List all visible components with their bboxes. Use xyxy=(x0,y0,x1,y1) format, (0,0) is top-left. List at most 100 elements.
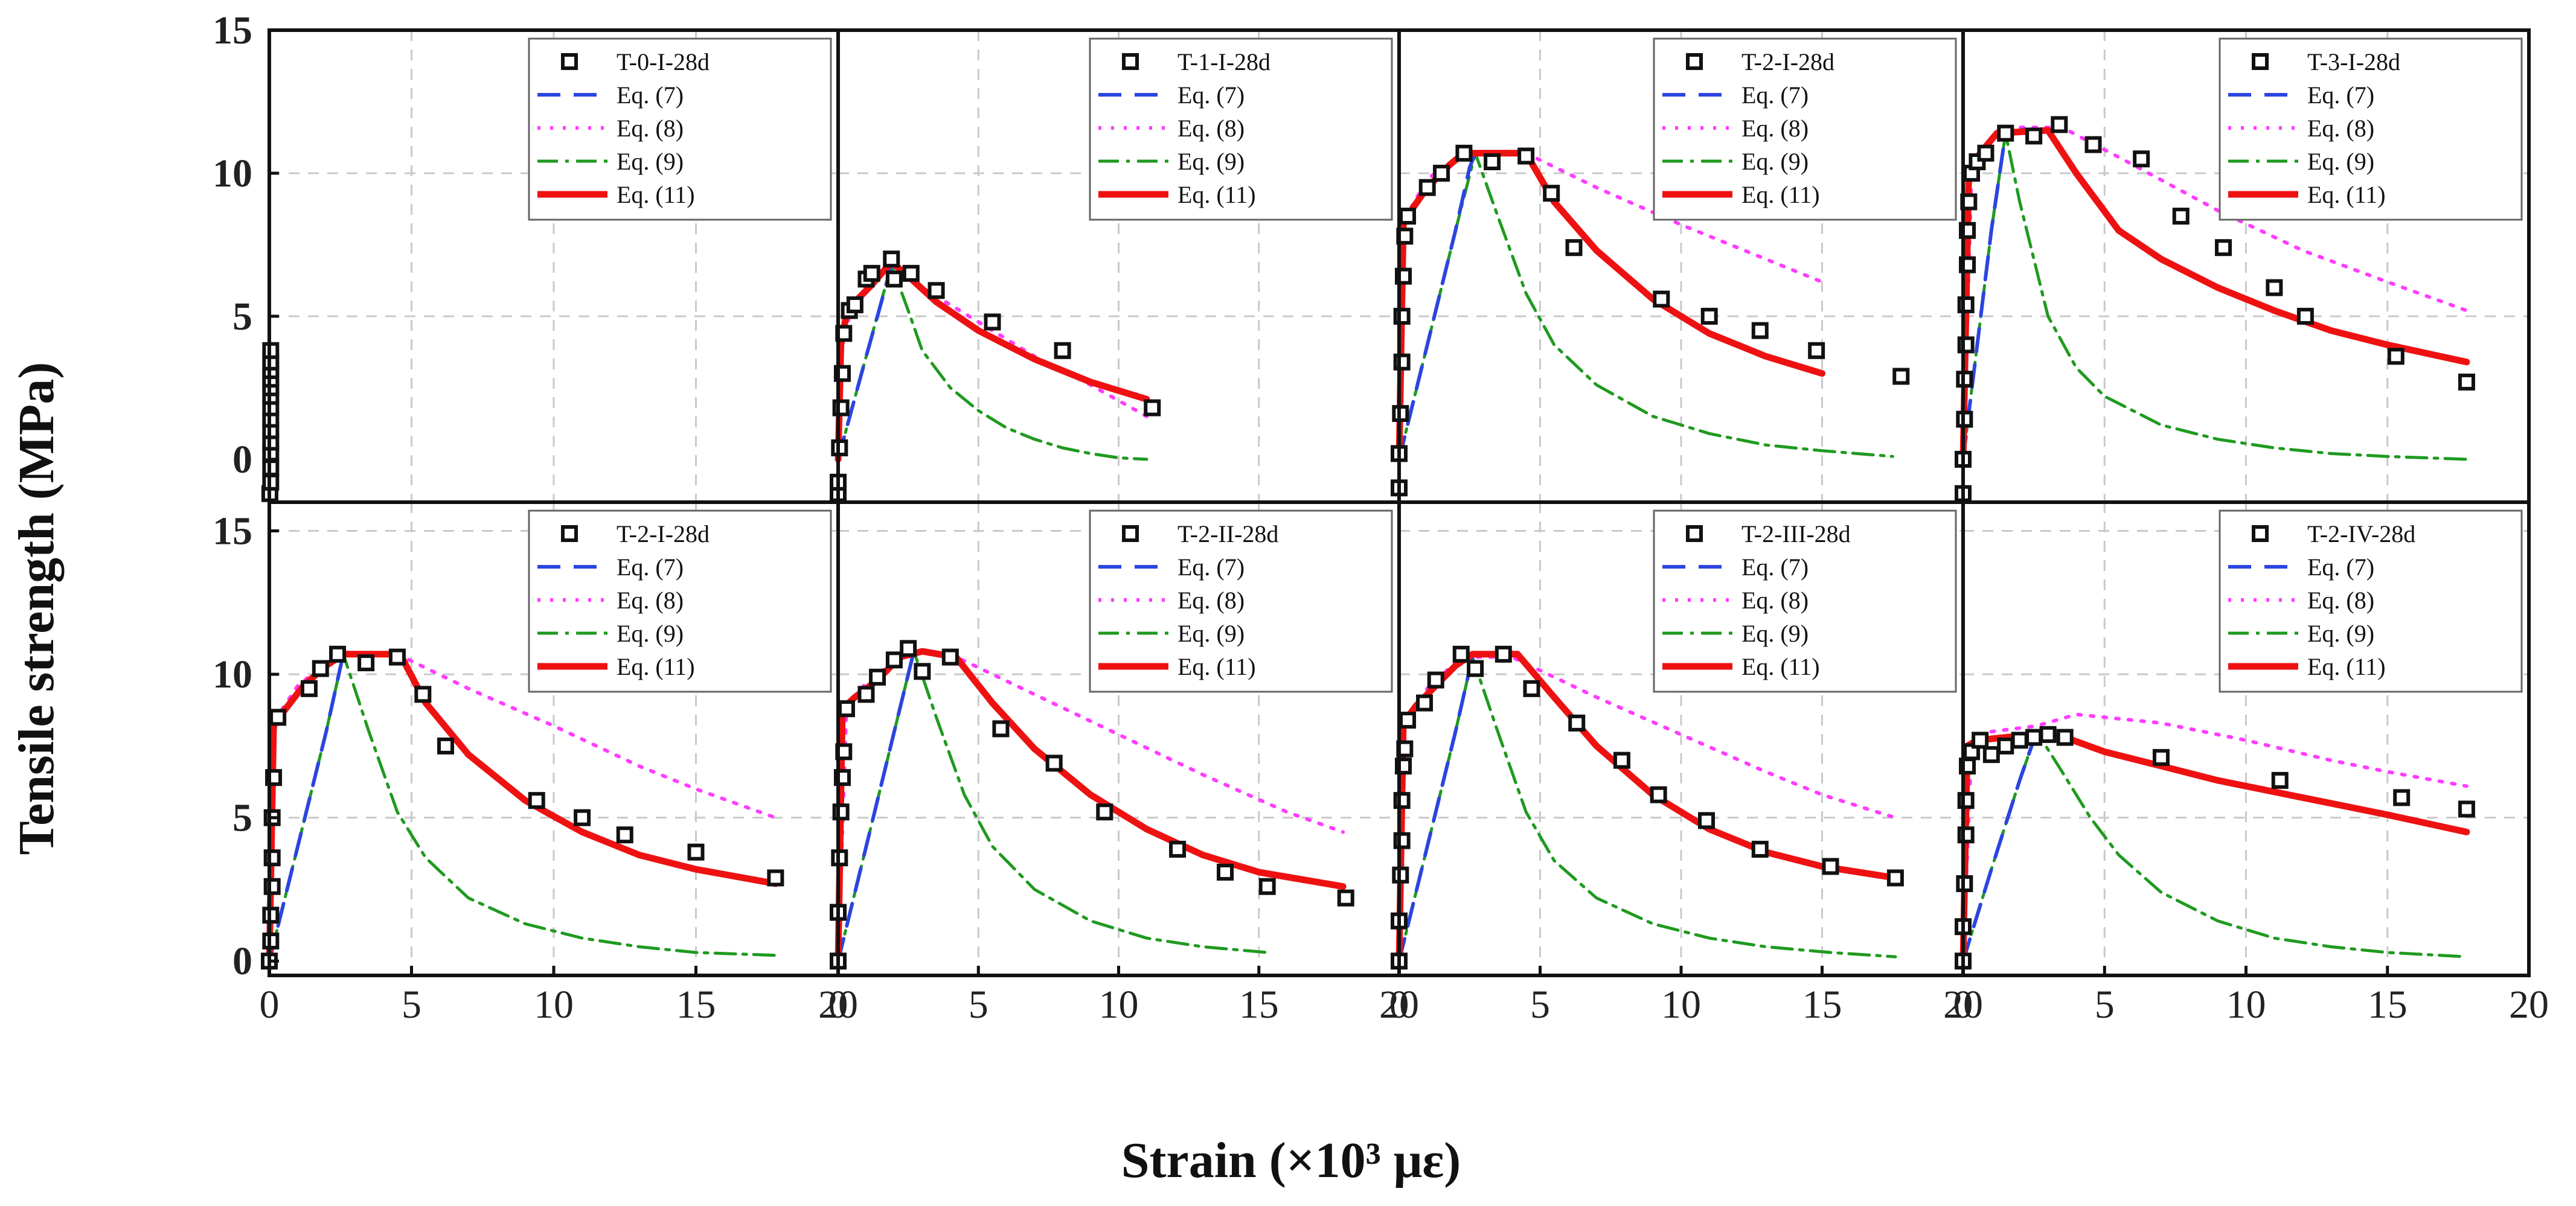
y-tick-label: 0 xyxy=(232,438,252,482)
data-point xyxy=(767,869,784,887)
legend-box xyxy=(1653,37,1957,221)
data-point xyxy=(2056,729,2074,746)
data-point xyxy=(2011,732,2028,749)
data-point xyxy=(329,645,347,663)
legend-label: Eq. (9) xyxy=(1177,620,1245,647)
data-point xyxy=(832,803,850,821)
legend-label: Eq. (8) xyxy=(617,587,684,614)
data-point xyxy=(312,660,329,677)
data-point xyxy=(2039,726,2057,743)
eq11-curve xyxy=(266,651,779,965)
eq7-curve xyxy=(1397,151,1478,461)
legend-label: Eq. (7) xyxy=(1741,81,1809,109)
data-point xyxy=(1997,124,2014,142)
legend-label: Eq. (7) xyxy=(617,554,684,581)
legend-label: Eq. (9) xyxy=(1741,620,1809,647)
data-point xyxy=(1169,840,1187,858)
data-point xyxy=(2215,239,2232,257)
data-point xyxy=(1217,863,1234,881)
legend: T-2-III-28d Eq. (7) Eq. (8) Eq. (9) Eq. (11) xyxy=(1653,509,1957,693)
x-tick-label: 20 xyxy=(2509,983,2549,1027)
data-point xyxy=(1452,645,1470,663)
y-tick-label: 15 xyxy=(213,509,252,554)
data-point xyxy=(1258,878,1276,895)
x-tick-label: 15 xyxy=(1239,983,1279,1027)
eq8-curve xyxy=(836,649,1345,963)
eq7-curve xyxy=(1961,730,2039,963)
x-tick-label: 20 xyxy=(818,983,858,1027)
y-tick-label: 5 xyxy=(232,295,252,339)
legend-label: T-2-IV-28d xyxy=(2307,520,2415,547)
data-point xyxy=(832,399,850,416)
data-point xyxy=(1393,792,1411,809)
data-point xyxy=(1565,239,1583,257)
data-point xyxy=(1427,671,1444,689)
data-point xyxy=(1977,144,1994,162)
legend-box xyxy=(2219,37,2523,221)
data-point xyxy=(1495,645,1512,663)
data-point xyxy=(1054,342,1071,359)
legend-box xyxy=(1653,509,1957,693)
x-tick-label: 5 xyxy=(2095,983,2115,1027)
data-point xyxy=(1957,336,1975,354)
eq9-curve xyxy=(268,652,777,963)
legend-box xyxy=(2219,509,2523,693)
eq11-curve xyxy=(1959,731,2470,965)
legend-label: T-2-I-28d xyxy=(1741,48,1834,75)
data-point xyxy=(857,686,875,703)
data-point xyxy=(1393,353,1411,371)
data-point xyxy=(2051,116,2068,133)
data-point xyxy=(902,264,920,282)
eq9-curve xyxy=(1961,730,2469,963)
y-tick-label: 5 xyxy=(232,796,252,840)
data-point xyxy=(1997,737,2014,755)
data-point xyxy=(2025,729,2043,746)
legend-marker-data xyxy=(561,525,578,542)
data-point xyxy=(1613,751,1630,769)
data-point xyxy=(1393,307,1411,325)
legend-label: Eq. (9) xyxy=(2307,148,2374,175)
data-point xyxy=(1393,832,1411,849)
legend: T-2-IV-28d Eq. (7) Eq. (8) Eq. (9) Eq. (11) xyxy=(2219,509,2523,693)
eq8-curve xyxy=(1397,655,1897,963)
panel-bottom-4: 0 5 10 15 20 T-2-IV-28d Eq. (7) Eq. (8) Eq. (9) E… xyxy=(1953,500,2549,1027)
data-point xyxy=(2458,373,2475,391)
legend-marker-data xyxy=(1122,525,1139,542)
legend-label: Eq. (8) xyxy=(1741,587,1809,614)
legend-label: Eq. (8) xyxy=(1177,587,1245,614)
data-point xyxy=(2025,127,2043,145)
data-point xyxy=(1543,185,1560,202)
legend-label: Eq. (11) xyxy=(2307,653,2386,680)
legend: T-2-I-28d Eq. (7) Eq. (8) Eq. (9) Eq. (11) xyxy=(528,509,832,693)
data-point xyxy=(2387,348,2405,365)
data-point xyxy=(300,680,318,697)
eq7-curve xyxy=(836,649,916,963)
data-point xyxy=(1822,858,1839,875)
data-point xyxy=(1467,660,1484,677)
y-axis-label: Tensile strength (MPa) xyxy=(8,362,65,855)
eq9-curve xyxy=(1397,656,1897,963)
x-tick-label: 10 xyxy=(2226,983,2266,1027)
data-point xyxy=(1484,153,1501,171)
data-point xyxy=(846,296,863,313)
data-point xyxy=(2084,136,2102,153)
data-point xyxy=(1972,732,1989,749)
legend-box xyxy=(1089,509,1393,693)
data-point xyxy=(885,651,903,669)
legend: T-2-I-28d Eq. (7) Eq. (8) Eq. (9) Eq. (11) xyxy=(1653,37,1957,221)
legend-marker-data xyxy=(561,53,578,70)
y-tick-label: 15 xyxy=(213,8,252,53)
legend-label: Eq. (11) xyxy=(1177,181,1256,208)
x-tick-label: 5 xyxy=(969,983,988,1027)
x-tick-label: 0 xyxy=(828,983,848,1027)
data-point xyxy=(883,250,900,268)
data-point xyxy=(2266,279,2283,296)
panel-top-1: 15 10 5 0 T-0-I-28d Eq. (7) Eq. (8) Eq. (9) Eq. … xyxy=(213,8,840,504)
legend: T-2-II-28d Eq. (7) Eq. (8) Eq. (9) Eq. (11) xyxy=(1089,509,1393,693)
data-point xyxy=(1568,714,1586,732)
data-point xyxy=(2133,150,2150,168)
data-point xyxy=(2393,789,2411,806)
data-point xyxy=(1698,812,1716,829)
data-point xyxy=(1957,792,1975,809)
